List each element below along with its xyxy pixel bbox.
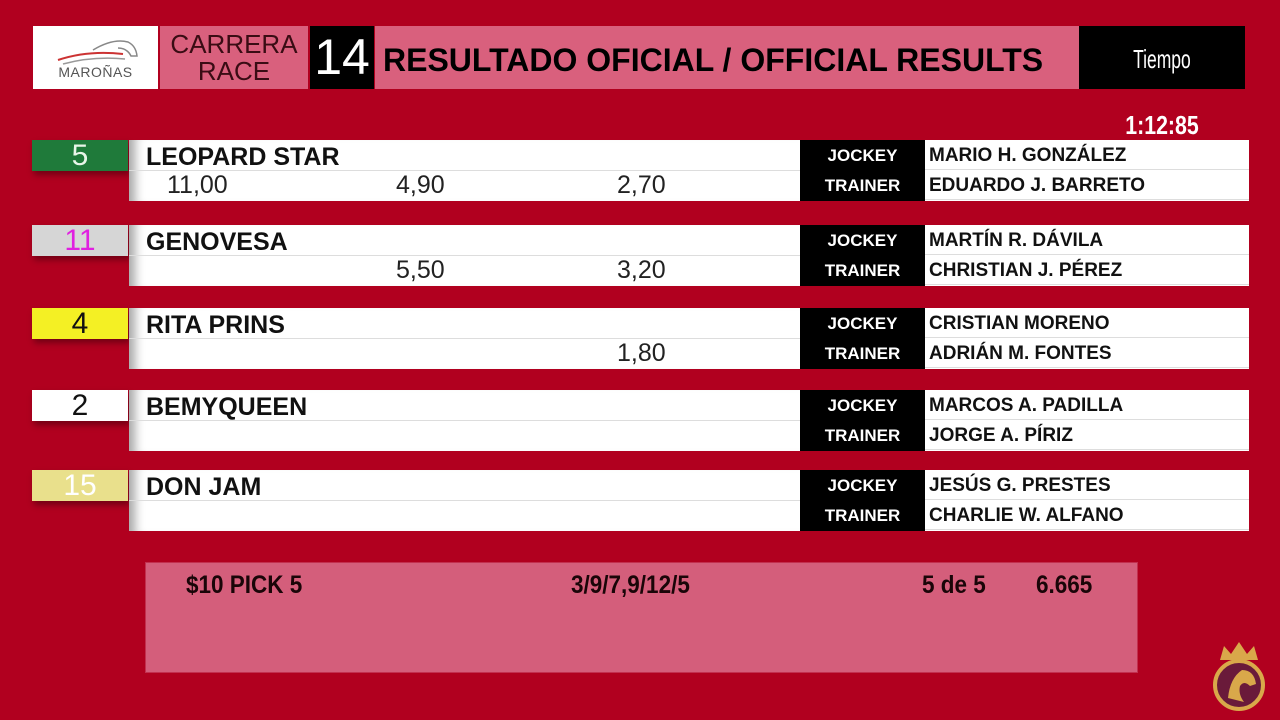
place-payout: 4,90	[396, 171, 445, 199]
horse-head-logo-icon	[57, 40, 138, 65]
horse-box: DON JAM	[129, 470, 800, 531]
pick-hits: 5 de 5	[922, 571, 986, 599]
time-label: Tiempo	[1133, 44, 1191, 74]
horse-box: RITA PRINS 1,80	[129, 308, 800, 369]
maronas-logo: MAROÑAS	[33, 26, 158, 89]
race-label-en: RACE	[197, 56, 271, 86]
jockey-name: JESÚS G. PRESTES	[925, 470, 1249, 500]
saddle-cloth-number: 4	[32, 308, 128, 340]
saddle-cloth-number: 5	[32, 140, 128, 172]
time-value: 1:12:85	[1125, 110, 1199, 140]
role-labels: JOCKEY TRAINER	[800, 390, 925, 451]
jockey-label: JOCKEY	[827, 476, 898, 495]
jockey-name: MARCOS A. PADILLA	[925, 390, 1249, 420]
result-row: 5 LEOPARD STAR 11,00 4,90 2,70 JOCKEY TR…	[0, 140, 1280, 201]
saddle-cloth-number: 11	[32, 225, 128, 257]
jockey-label: JOCKEY	[827, 396, 898, 415]
horse-name: RITA PRINS	[146, 311, 285, 339]
people-box: CRISTIAN MORENO ADRIÁN M. FONTES	[925, 308, 1249, 369]
jockey-name: MARTÍN R. DÁVILA	[925, 225, 1249, 255]
pick-combination: 3/9/7,9/12/5	[571, 571, 690, 599]
jockey-label: JOCKEY	[827, 314, 898, 333]
show-payout: 2,70	[617, 171, 666, 199]
race-number: 14	[310, 26, 374, 89]
trainer-name: CHRISTIAN J. PÉREZ	[925, 255, 1249, 285]
race-label-es: CARRERA	[170, 29, 298, 59]
logo-text: MAROÑAS	[58, 64, 133, 80]
crown-horse-crest-icon	[1213, 642, 1265, 711]
race-label: CARRERA RACE	[160, 26, 308, 89]
trainer-name: CHARLIE W. ALFANO	[925, 500, 1249, 530]
role-labels: JOCKEY TRAINER	[800, 470, 925, 531]
role-labels: JOCKEY TRAINER	[800, 140, 925, 201]
horse-name: BEMYQUEEN	[146, 393, 308, 421]
jockey-label: JOCKEY	[827, 146, 898, 165]
jockey-label: JOCKEY	[827, 231, 898, 250]
people-box: MARTÍN R. DÁVILA CHRISTIAN J. PÉREZ	[925, 225, 1249, 286]
jockey-name: CRISTIAN MORENO	[925, 308, 1249, 338]
role-labels: JOCKEY TRAINER	[800, 225, 925, 286]
pick-payout: 6.665	[1036, 571, 1093, 599]
trainer-label: TRAINER	[824, 506, 901, 525]
trainer-label: TRAINER	[824, 261, 901, 280]
people-box: MARCOS A. PADILLA JORGE A. PÍRIZ	[925, 390, 1249, 451]
trainer-name: ADRIÁN M. FONTES	[925, 338, 1249, 368]
saddle-cloth-number: 2	[32, 390, 128, 422]
result-row: 2 BEMYQUEEN JOCKEY TRAINER MARCOS A. PAD…	[0, 390, 1280, 451]
role-labels: JOCKEY TRAINER	[800, 308, 925, 369]
show-payout: 3,20	[617, 256, 666, 284]
win-payout: 11,00	[167, 171, 228, 199]
trainer-name: EDUARDO J. BARRETO	[925, 170, 1249, 200]
horse-box: GENOVESA 5,50 3,20	[129, 225, 800, 286]
show-payout: 1,80	[617, 339, 666, 367]
results-title: RESULTADO OFICIAL / OFFICIAL RESULTS	[375, 26, 1079, 89]
trainer-label: TRAINER	[824, 426, 901, 445]
trainer-name: JORGE A. PÍRIZ	[925, 420, 1249, 450]
trainer-label: TRAINER	[824, 176, 901, 195]
saddle-cloth-number: 15	[32, 470, 128, 502]
horse-name: GENOVESA	[146, 228, 288, 256]
pick-bet: $10 PICK 5	[186, 571, 303, 599]
pick-panel: $10 PICK 5 3/9/7,9/12/5 5 de 5 6.665	[145, 562, 1138, 673]
horse-box: BEMYQUEEN	[129, 390, 800, 451]
horse-box: LEOPARD STAR 11,00 4,90 2,70	[129, 140, 800, 201]
trainer-label: TRAINER	[824, 344, 901, 363]
place-payout: 5,50	[396, 256, 445, 284]
people-box: JESÚS G. PRESTES CHARLIE W. ALFANO	[925, 470, 1249, 531]
horse-name: LEOPARD STAR	[146, 143, 340, 171]
horse-name: DON JAM	[146, 473, 262, 501]
jockey-name: MARIO H. GONZÁLEZ	[925, 140, 1249, 170]
race-time: Tiempo 1:12:85	[1079, 26, 1245, 140]
people-box: MARIO H. GONZÁLEZ EDUARDO J. BARRETO	[925, 140, 1249, 201]
result-row: 11 GENOVESA 5,50 3,20 JOCKEY TRAINER MAR…	[0, 225, 1280, 286]
result-row: 15 DON JAM JOCKEY TRAINER JESÚS G. PREST…	[0, 470, 1280, 531]
result-row: 4 RITA PRINS 1,80 JOCKEY TRAINER CRISTIA…	[0, 308, 1280, 369]
